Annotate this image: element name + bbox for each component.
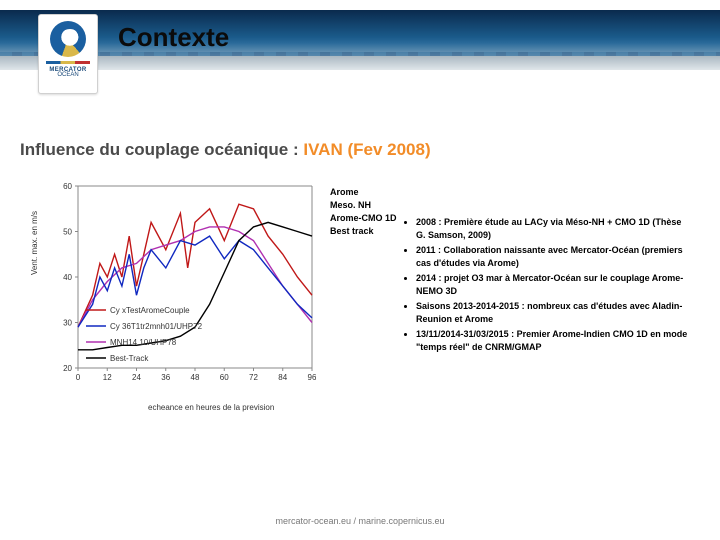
chart-xlabel: echeance en heures de la prevision	[148, 403, 274, 412]
svg-text:96: 96	[308, 373, 316, 382]
section-title: Influence du couplage océanique : IVAN (…	[20, 140, 431, 160]
chart-ylabel: Vent. max. en m/s	[30, 211, 39, 275]
svg-text:84: 84	[278, 373, 287, 382]
series-label-best-track: Best track	[330, 225, 397, 238]
bullet-item: 2014 : projet O3 mar à Mercator-Océan su…	[416, 272, 692, 298]
bullet-item: 2008 : Première étude au LACy via Méso-N…	[416, 216, 692, 242]
svg-text:40: 40	[63, 273, 72, 282]
chart-svg: 0 12 24 36 48 60 72 84 96 20 30 40 50 60 Cy xTestArome…	[54, 180, 316, 390]
logo-swirl-icon	[50, 21, 86, 57]
page-title: Contexte	[118, 22, 229, 53]
svg-text:Best-Track: Best-Track	[110, 354, 149, 363]
svg-text:24: 24	[132, 373, 141, 382]
section-title-prefix: Influence du couplage océanique :	[20, 140, 303, 159]
logo-subtext: OCEAN	[57, 72, 78, 78]
svg-text:60: 60	[220, 373, 229, 382]
svg-text:30: 30	[63, 319, 72, 328]
bullet-item: 2011 : Collaboration naissante avec Merc…	[416, 244, 692, 270]
svg-text:50: 50	[63, 228, 72, 237]
logo-bar	[46, 61, 90, 64]
footer-text: mercator-ocean.eu / marine.copernicus.eu	[0, 516, 720, 526]
series-label-arome-cmo1d: Arome-CMO 1D	[330, 212, 397, 225]
svg-text:36: 36	[161, 373, 170, 382]
svg-text:0: 0	[76, 373, 81, 382]
series-label-mesonh: Meso. NH	[330, 199, 397, 212]
svg-text:60: 60	[63, 182, 72, 191]
bullet-list: 2008 : Première étude au LACy via Méso-N…	[404, 216, 692, 356]
svg-text:Cy 36T1tr2mnh01/UHP72: Cy 36T1tr2mnh01/UHP72	[110, 322, 203, 331]
header-wave-2	[0, 56, 720, 70]
series-labels: Arome Meso. NH Arome-CMO 1D Best track	[330, 186, 397, 238]
svg-text:48: 48	[191, 373, 200, 382]
header-band	[0, 10, 720, 70]
series-label-arome: Arome	[330, 186, 397, 199]
svg-text:MNH14.10/UHP78: MNH14.10/UHP78	[110, 338, 177, 347]
svg-text:Cy xTestAromeCouple: Cy xTestAromeCouple	[110, 306, 190, 315]
section-title-accent: IVAN (Fev 2008)	[303, 140, 430, 159]
svg-text:20: 20	[63, 364, 72, 373]
chart: 0 12 24 36 48 60 72 84 96 20 30 40 50 60 Cy xTestArome…	[54, 180, 316, 390]
svg-text:12: 12	[103, 373, 112, 382]
bullet-item: Saisons 2013-2014-2015 : nombreux cas d'…	[416, 300, 692, 326]
logo: MERCATOR OCEAN	[38, 14, 98, 94]
bullet-item: 13/11/2014-31/03/2015 : Premier Arome-In…	[416, 328, 692, 354]
svg-text:72: 72	[249, 373, 258, 382]
